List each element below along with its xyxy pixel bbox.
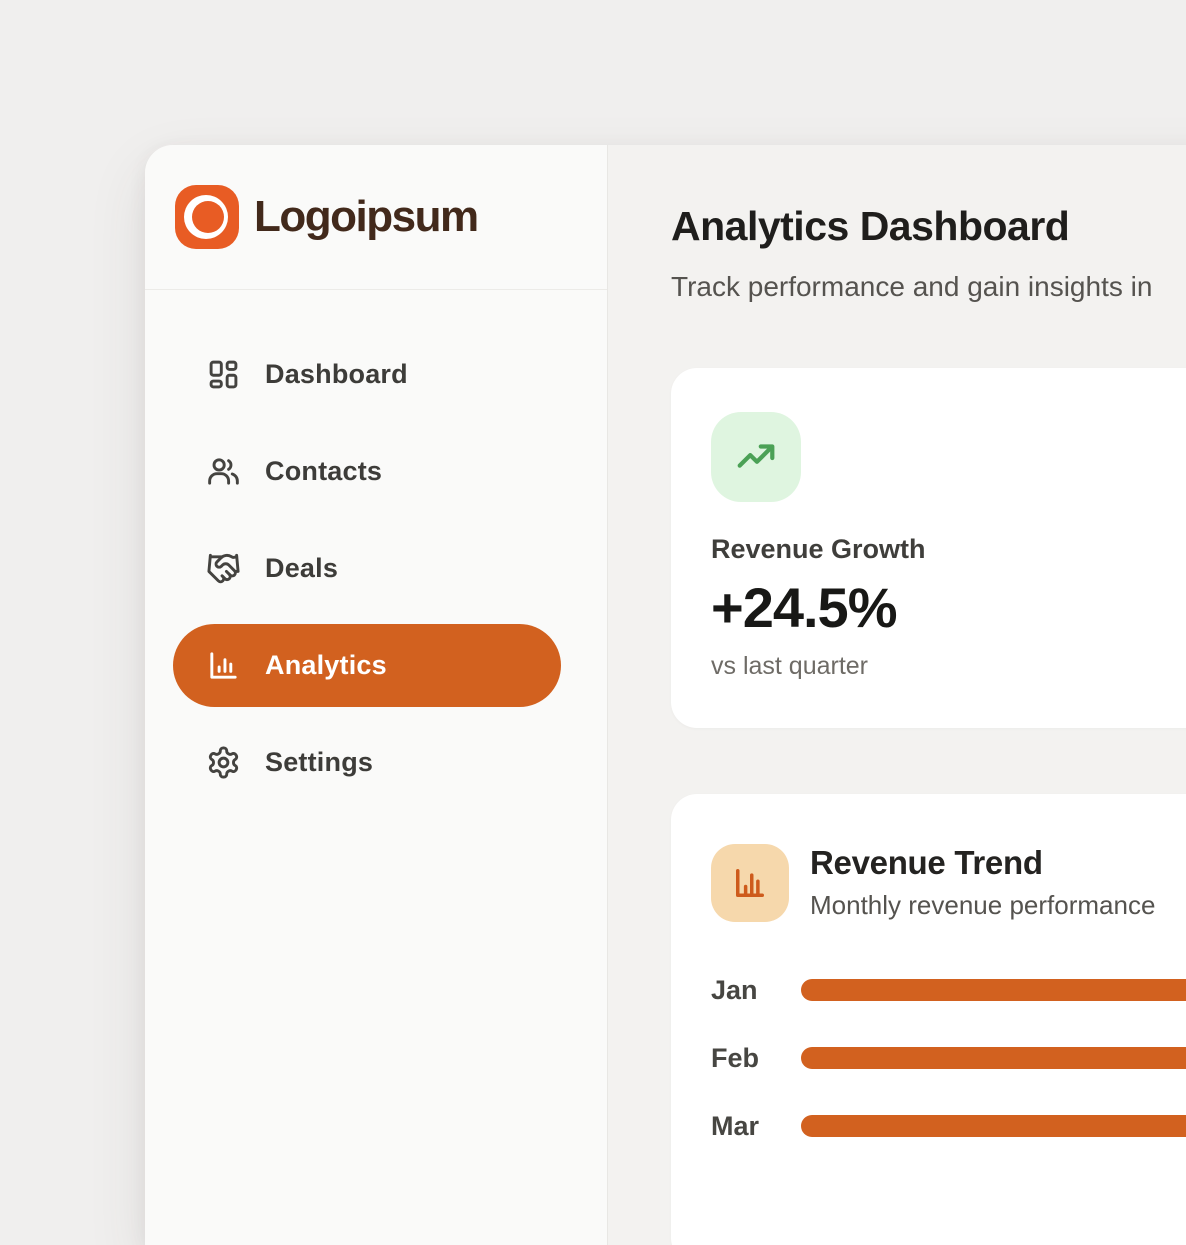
bar-chart-icon — [206, 648, 241, 683]
chart-bar-jan — [801, 979, 1186, 1001]
layout-dashboard-icon — [206, 357, 241, 392]
page-title: Analytics Dashboard — [671, 203, 1070, 249]
sidebar-item-deals[interactable]: Deals — [173, 527, 561, 610]
revenue-trend-header: Revenue Trend Monthly revenue performanc… — [711, 844, 1186, 922]
sidebar-item-settings[interactable]: Settings — [173, 721, 561, 804]
kpi-caption: vs last quarter — [711, 652, 869, 680]
chart-row-label: Mar — [711, 1110, 760, 1141]
chart-bar-feb — [801, 1047, 1186, 1069]
kpi-label: Revenue Growth — [711, 534, 926, 564]
logo-icon — [175, 185, 239, 249]
card-title: Revenue Trend — [810, 844, 1043, 881]
brand-name: Logoipsum — [254, 192, 479, 241]
kpi-value: +24.5% — [711, 576, 898, 639]
chart-row: Jan — [711, 975, 1186, 1005]
logo-dot-shape — [192, 201, 224, 233]
sidebar-item-label: Analytics — [265, 650, 387, 680]
sidebar: Logoipsum Dashboard — [145, 145, 608, 1245]
sidebar-nav: Dashboard Contacts — [145, 290, 607, 818]
page-subtitle: Track performance and gain insights in — [671, 271, 1153, 302]
sidebar-item-label: Dashboard — [265, 359, 408, 389]
revenue-trend-card: Revenue Trend Monthly revenue performanc… — [671, 794, 1186, 1245]
sidebar-item-analytics[interactable]: Analytics — [173, 624, 561, 707]
brand-logo[interactable]: Logoipsum — [145, 145, 607, 290]
chart-row: Mar — [711, 1111, 1186, 1141]
gear-icon — [206, 745, 241, 780]
sidebar-item-label: Deals — [265, 553, 339, 583]
sidebar-item-dashboard[interactable]: Dashboard — [173, 333, 561, 416]
chart-row-label: Feb — [711, 1042, 760, 1073]
users-icon — [206, 454, 241, 489]
chart-bar-mar — [801, 1115, 1186, 1137]
revenue-growth-card: Revenue Growth +24.5% vs last quarter — [671, 368, 1186, 728]
app-window: Logoipsum Dashboard — [145, 145, 1186, 1245]
revenue-trend-titles: Revenue Trend Monthly revenue performanc… — [810, 844, 1155, 921]
chart-row: Feb — [711, 1043, 1186, 1073]
card-subtitle: Monthly revenue performance — [810, 890, 1156, 920]
revenue-trend-chart: Jan Feb Mar — [711, 975, 1186, 1141]
handshake-icon — [206, 551, 241, 586]
sidebar-item-contacts[interactable]: Contacts — [173, 430, 561, 513]
chart-row-label: Jan — [711, 974, 758, 1005]
sidebar-item-label: Contacts — [265, 456, 383, 486]
bar-chart-icon — [711, 844, 789, 922]
main-content: Analytics Dashboard Track performance an… — [608, 145, 1186, 1245]
sidebar-item-label: Settings — [265, 747, 374, 777]
trending-up-icon — [711, 412, 801, 502]
